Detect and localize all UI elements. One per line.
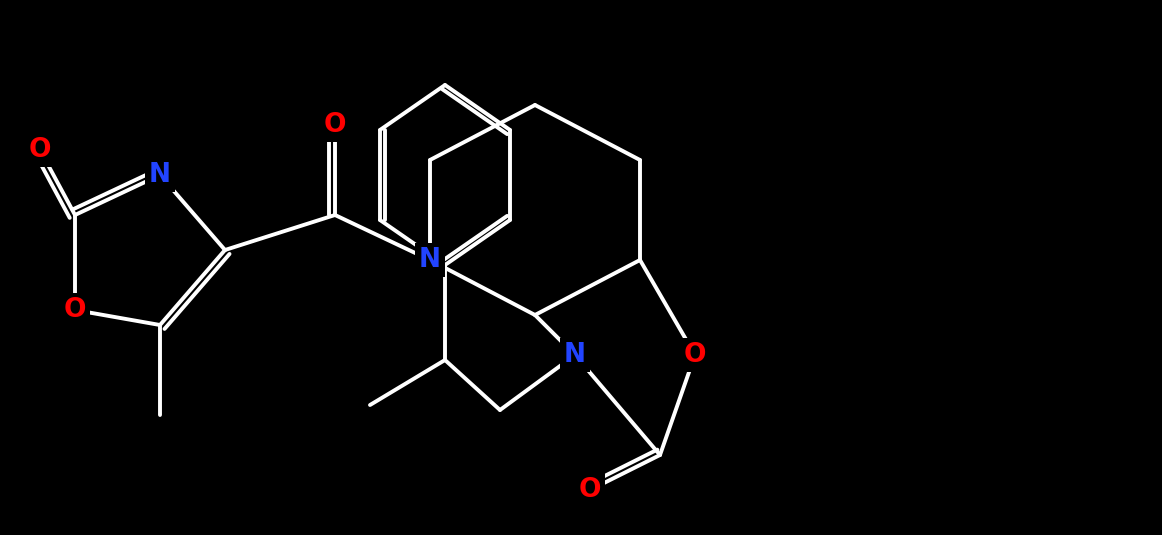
Text: N: N bbox=[149, 162, 171, 188]
Text: O: O bbox=[579, 477, 601, 503]
Text: N: N bbox=[419, 247, 442, 273]
Text: O: O bbox=[64, 297, 86, 323]
Text: O: O bbox=[29, 137, 51, 163]
Text: O: O bbox=[683, 342, 706, 368]
Text: N: N bbox=[564, 342, 586, 368]
Text: O: O bbox=[324, 112, 346, 138]
